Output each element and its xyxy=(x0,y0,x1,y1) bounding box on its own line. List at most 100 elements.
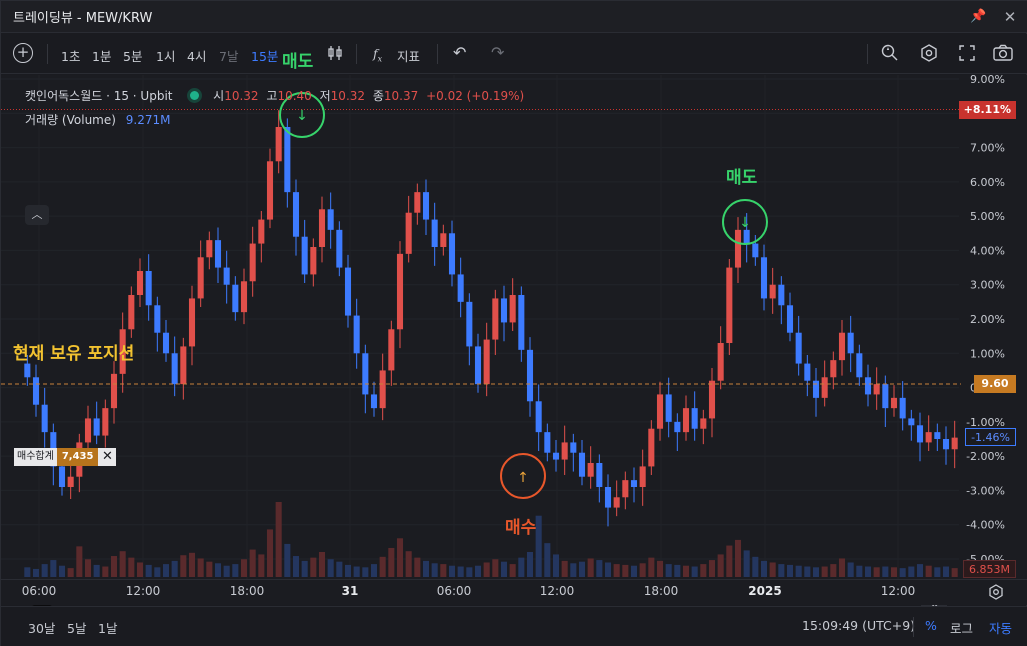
low-value: 10.32 xyxy=(330,89,366,103)
candle-body xyxy=(691,408,698,429)
candle-body xyxy=(622,480,629,498)
candle-body xyxy=(197,257,204,299)
volume-bar xyxy=(431,563,438,577)
volume-bars xyxy=(24,502,958,577)
volume-bar xyxy=(526,552,534,577)
candle-type-icon[interactable] xyxy=(326,44,344,65)
volume-bar xyxy=(223,565,230,577)
volume-bar xyxy=(951,568,958,577)
percent-toggle[interactable]: % xyxy=(925,618,937,633)
candle-body xyxy=(916,425,924,443)
candle-body xyxy=(942,439,950,450)
interval-1s[interactable]: 1초 xyxy=(61,49,81,64)
candle-body xyxy=(206,240,213,258)
function-icon[interactable]: fx xyxy=(373,46,383,64)
volume-bar xyxy=(388,547,395,577)
camera-icon[interactable] xyxy=(992,43,1014,66)
clock[interactable]: 15:09:49 (UTC+9) xyxy=(802,618,916,633)
candles xyxy=(24,110,958,527)
log-toggle[interactable]: 로그 xyxy=(950,621,974,636)
candle-body xyxy=(310,247,317,275)
candle-body xyxy=(58,466,66,487)
fullscreen-icon[interactable] xyxy=(957,43,977,66)
range-1d-button[interactable]: 1날 xyxy=(98,621,118,636)
redo-icon[interactable]: ↷ xyxy=(491,43,505,62)
volume-bar xyxy=(266,529,274,577)
sell-marker-circle xyxy=(722,199,768,245)
candle-body xyxy=(414,192,421,213)
interval-15m[interactable]: 15분 xyxy=(251,49,279,64)
y-tick-label: 2.00% xyxy=(970,313,1005,326)
title-bar: 트레이딩뷰 - MEW/KRW 📌 ✕ xyxy=(1,1,1027,33)
candle-body xyxy=(795,332,802,364)
time-tick: 12:00 xyxy=(539,584,575,598)
time-tick: 31 xyxy=(341,584,359,598)
time-tick: 18:00 xyxy=(643,584,679,598)
time-axis[interactable]: 06:00 12:00 18:00 31 06:00 12:00 18:00 2… xyxy=(1,579,1027,605)
candle-body xyxy=(587,463,594,477)
indicators-button[interactable]: 지표 xyxy=(397,49,421,64)
volume-bar xyxy=(700,564,707,577)
window-title: 트레이딩뷰 - MEW/KRW xyxy=(13,11,153,26)
candle-body xyxy=(708,380,716,419)
interval-5m[interactable]: 5분 xyxy=(123,49,143,64)
auto-toggle[interactable]: 자동 xyxy=(989,621,1013,636)
time-tick: 2025 xyxy=(748,584,782,598)
interval-1m[interactable]: 1분 xyxy=(92,49,112,64)
close-icon[interactable]: ✕ xyxy=(1003,8,1017,26)
volume-bar xyxy=(318,552,326,577)
top-price-label: +8.11% xyxy=(958,101,1016,119)
candle-body xyxy=(578,452,586,477)
volume-bar xyxy=(405,551,412,577)
candle-body xyxy=(431,219,438,247)
toolbar-divider xyxy=(47,44,48,64)
position-label: 매수합계 xyxy=(14,448,57,466)
candle-body xyxy=(596,463,603,487)
settings-icon[interactable] xyxy=(919,43,939,66)
undo-icon[interactable]: ↶ xyxy=(453,43,467,62)
time-axis-settings-icon[interactable] xyxy=(987,583,1005,605)
volume-bar xyxy=(457,566,464,577)
interval-1h[interactable]: 1시 xyxy=(156,49,176,64)
candle-body xyxy=(873,384,880,395)
price-axis[interactable]: 9.00%8.00%7.00%6.00%5.00%4.00%3.00%2.00%… xyxy=(966,75,1005,566)
position-annotation: 현재 보유 포지션 xyxy=(13,344,135,364)
candle-body xyxy=(232,284,239,313)
interval-4h[interactable]: 4시 xyxy=(187,49,207,64)
candle-body xyxy=(145,271,152,306)
candle-body xyxy=(128,295,135,330)
range-5d-button[interactable]: 5날 xyxy=(67,621,87,636)
candle-body xyxy=(665,394,672,422)
add-symbol-icon[interactable]: + xyxy=(13,43,33,63)
candle-body xyxy=(951,437,958,450)
market-status-icon xyxy=(190,91,200,100)
pin-icon[interactable]: 📌 xyxy=(970,9,987,24)
volume-label[interactable]: 거래량 (Volume) xyxy=(25,113,116,127)
candle-body xyxy=(67,476,74,487)
chart-pane[interactable]: 9.00%8.00%7.00%6.00%5.00%4.00%3.00%2.00%… xyxy=(1,52,1027,637)
volume-bar xyxy=(188,552,196,577)
y-tick-label: 4.00% xyxy=(970,244,1005,257)
volume-bar xyxy=(864,566,872,577)
price-lines xyxy=(1,109,961,385)
close-value: 10.37 xyxy=(383,89,419,103)
volume-bar xyxy=(734,539,742,577)
quick-search-icon[interactable] xyxy=(880,43,900,66)
volume-bar xyxy=(414,557,421,577)
interval-7d[interactable]: 7날 xyxy=(219,49,239,64)
candle-body xyxy=(223,267,230,285)
candle-body xyxy=(526,349,534,402)
close-position-icon[interactable]: ✕ xyxy=(98,448,117,466)
range-30d-button[interactable]: 30날 xyxy=(28,621,56,636)
volume-bar xyxy=(639,563,646,577)
candle-body xyxy=(379,370,386,409)
candle-body xyxy=(769,284,776,299)
collapse-legend-button[interactable]: ︿ xyxy=(25,205,49,225)
price-chart[interactable]: 9.00%8.00%7.00%6.00%5.00%4.00%3.00%2.00%… xyxy=(1,75,1027,579)
position-tag[interactable]: 매수합계 7,435 ✕ xyxy=(14,448,117,466)
volume-bar xyxy=(778,564,785,577)
symbol-name[interactable]: 캣인어독스월드 · 15 · Upbit xyxy=(25,89,173,103)
candle-body xyxy=(726,267,733,343)
volume-bar xyxy=(570,563,577,577)
